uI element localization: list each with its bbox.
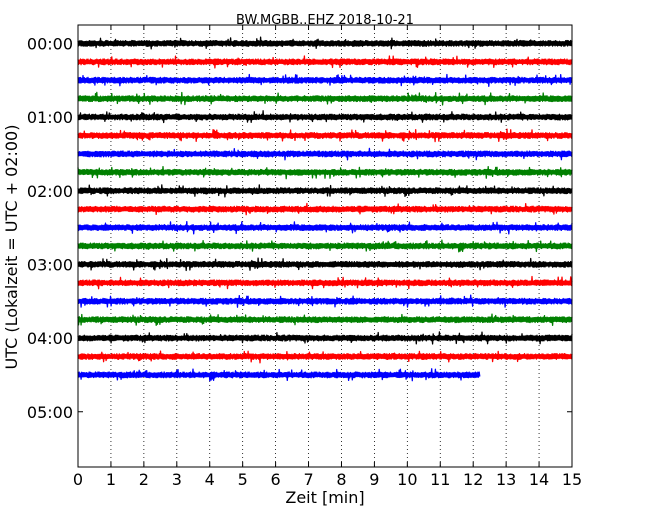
- y-axis-label: UTC (Lokalzeit = UTC + 02:00): [2, 125, 21, 370]
- y-tick-label: 00:00: [27, 34, 73, 53]
- trace-04:30: [77, 368, 481, 382]
- trace-00:45: [77, 91, 573, 106]
- trace-02:45: [77, 239, 573, 253]
- trace-01:45: [77, 165, 573, 180]
- trace-04:15: [77, 350, 573, 364]
- y-tick-label: 04:00: [27, 329, 73, 348]
- x-tick-label: 5: [238, 470, 248, 489]
- trace-01:15: [77, 128, 573, 143]
- x-tick-label: 4: [205, 470, 215, 489]
- y-tick-label: 01:00: [27, 108, 73, 127]
- y-tick-label: 05:00: [27, 403, 73, 422]
- trace-00:00: [77, 36, 573, 50]
- x-tick-label: 0: [73, 470, 83, 489]
- x-tick-label: 15: [562, 470, 582, 489]
- trace-00:30: [77, 73, 573, 87]
- trace-00:15: [77, 55, 573, 69]
- trace-02:30: [77, 220, 573, 235]
- plot-frame: [77, 24, 573, 468]
- x-axis: 0 1 2 3 4 5 6 7 8 9 10 11 12 13 14 15: [73, 25, 582, 489]
- y-axis: 00:00 01:00 02:00 03:00 04:00 05:00: [27, 34, 572, 422]
- x-tick-label: 7: [303, 470, 313, 489]
- x-tick-label: 13: [496, 470, 516, 489]
- y-tick-label: 02:00: [27, 182, 73, 201]
- trace-03:15: [77, 275, 573, 290]
- x-tick-label: 3: [172, 470, 182, 489]
- x-tick-label: 11: [430, 470, 450, 489]
- y-tick-label: 03:00: [27, 255, 73, 274]
- trace-01:00: [77, 110, 573, 124]
- x-tick-label: 6: [271, 470, 281, 489]
- trace-03:00: [77, 257, 573, 272]
- trace-03:45: [77, 313, 573, 326]
- trace-02:15: [77, 202, 573, 216]
- x-tick-label: 8: [336, 470, 346, 489]
- x-tick-label: 9: [369, 470, 379, 489]
- trace-02:00: [77, 184, 573, 198]
- x-tick-label: 10: [397, 470, 417, 489]
- chart-title: BW.MGBB..EHZ 2018-10-21: [236, 13, 414, 28]
- trace-04:00: [77, 331, 573, 345]
- x-tick-label: 12: [463, 470, 483, 489]
- x-tick-label: 1: [106, 470, 116, 489]
- x-tick-label: 14: [529, 470, 549, 489]
- trace-01:30: [77, 147, 573, 161]
- x-axis-label: Zeit [min]: [285, 488, 364, 507]
- trace-03:30: [77, 294, 573, 308]
- x-tick-label: 2: [139, 470, 149, 489]
- seismic-traces: [77, 36, 573, 382]
